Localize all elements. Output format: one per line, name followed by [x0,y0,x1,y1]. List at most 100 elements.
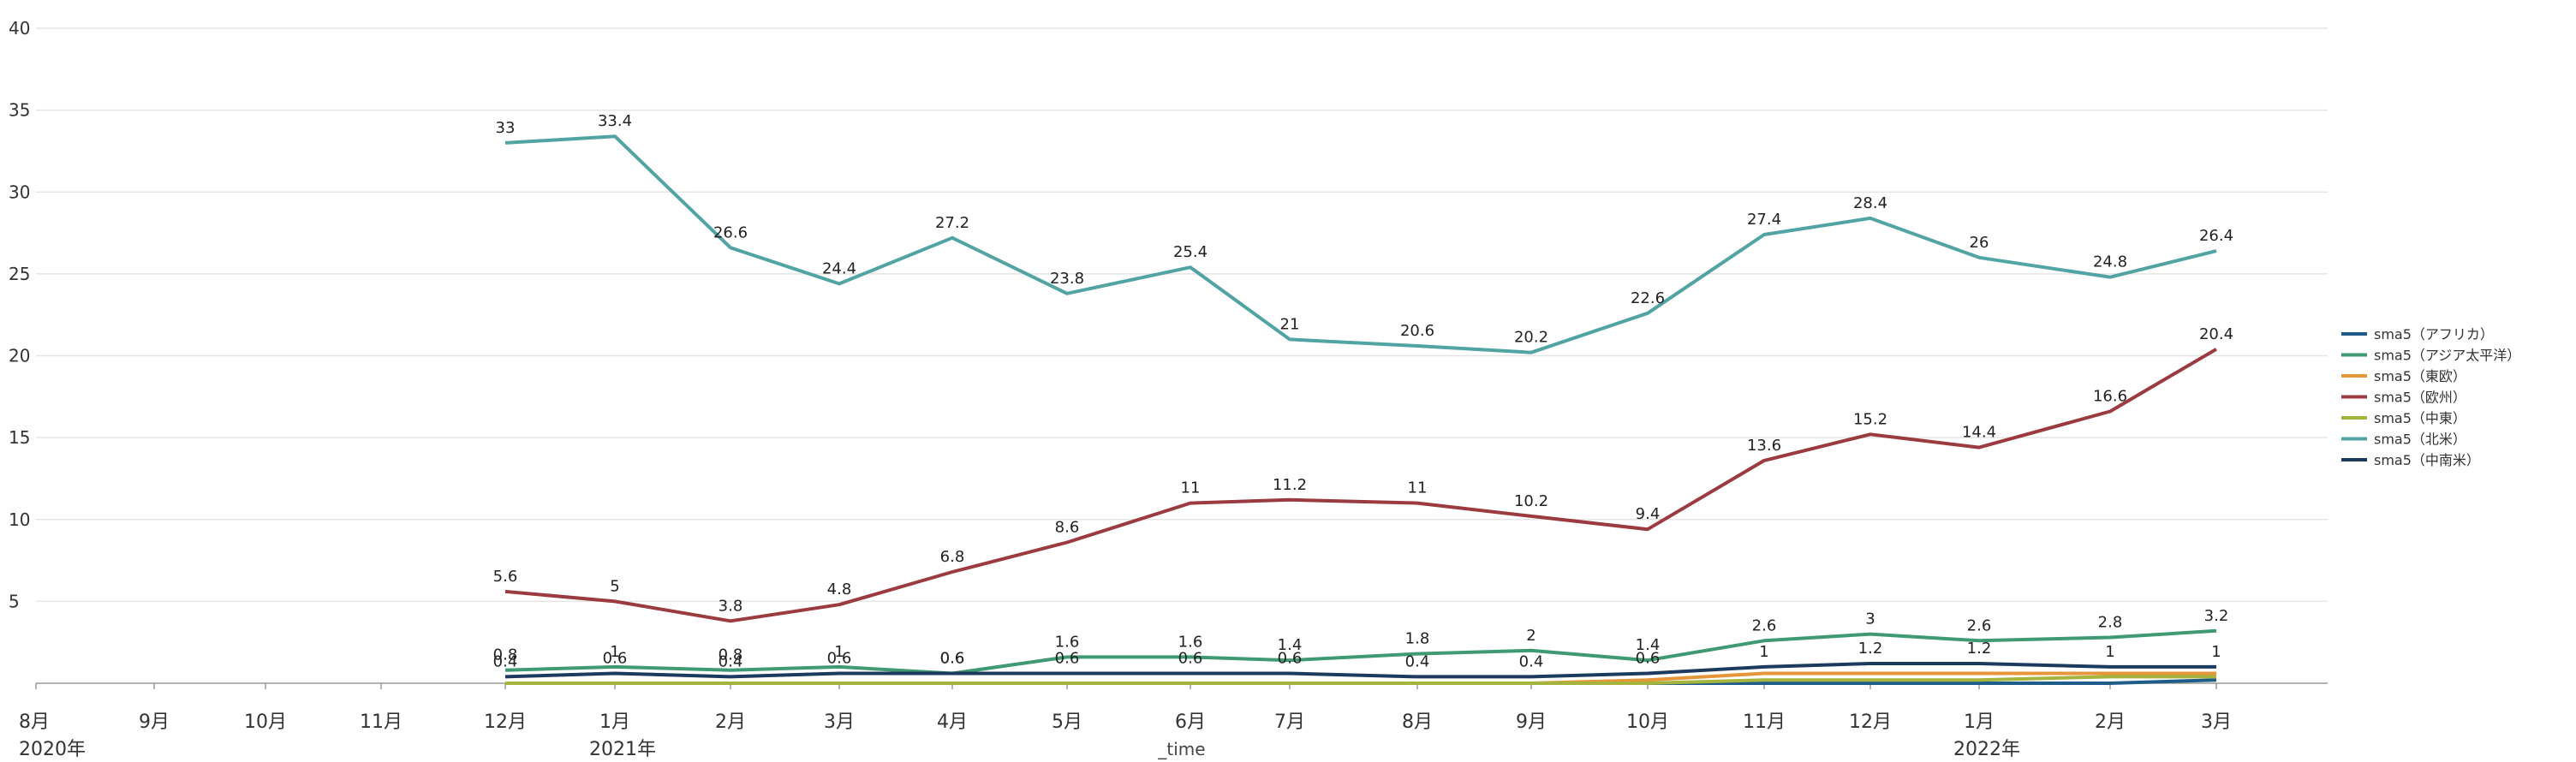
y-tick-label: 5 [9,591,20,611]
data-label: 1 [1759,643,1768,661]
x-tick-label: 5月 [1052,711,1082,733]
data-label: 0.6 [1178,650,1203,668]
data-label: 1.8 [1405,630,1430,648]
y-tick-label: 40 [9,18,30,39]
data-label: 2 [1526,627,1535,645]
series-line [505,675,2216,685]
data-label: 0.4 [1519,652,1544,670]
grid-lines [36,27,2328,603]
data-label: 26.4 [2199,227,2233,245]
data-label: 21 [1280,315,1300,333]
data-label: 26 [1970,234,1989,252]
data-label: 0.6 [1055,650,1080,668]
y-tick-label: 30 [9,182,30,202]
data-label: 1 [610,643,619,661]
y-tick-label: 25 [9,264,30,284]
x-tick-label: 11月 [360,711,402,733]
data-label: 0.6 [827,650,852,668]
x-tick-label: 6月 [1175,711,1206,733]
data-label: 0.8 [493,646,518,664]
legend-item[interactable]: sma5（東欧） [2341,368,2466,384]
data-label: 8.6 [1055,519,1080,537]
data-label: 24.4 [822,259,856,277]
data-label: 20.6 [1400,322,1434,340]
data-label: 6.8 [940,548,965,566]
data-label: 1 [834,643,844,661]
data-label: 1 [2105,643,2114,661]
data-label: 22.6 [1631,289,1665,307]
data-label: 2.6 [1967,616,1992,634]
x-tick-label: 1月 [599,711,630,733]
data-label: 1.6 [1178,633,1203,651]
legend-label: sma5（アフリカ） [2374,326,2494,342]
data-label: 2.8 [2098,613,2123,631]
data-label: 4.8 [827,580,852,598]
x-tick-label: 4月 [937,711,968,733]
data-label: 5.6 [493,568,518,586]
data-label: 0.4 [493,652,518,670]
data-labels: 0.8 1 0.8 1 0.61.6 1.6 1.4 1.8 21.42.6 3 2.6 2.8 3.2… [493,112,2233,670]
data-label: 20.2 [1514,329,1548,347]
legend-label: sma5（欧州） [2374,390,2466,406]
data-label: 23.8 [1050,270,1084,288]
data-label: 0.8 [719,646,743,664]
legend-label: sma5（北米） [2374,432,2466,448]
data-label: 11 [1181,479,1201,497]
data-label: 3 [1865,610,1875,628]
data-label: 11 [1408,479,1428,497]
data-label: 0.4 [719,652,743,670]
x-tick-label: 3月 [2201,711,2232,733]
data-label: 9.4 [1636,505,1661,523]
legend-item[interactable]: sma5（アジア太平洋） [2341,348,2520,364]
x-tick-label: 2月 [2095,711,2126,733]
x-tick-label: 12月 [484,711,527,733]
data-label: 25.4 [1173,243,1208,261]
x-axis: _time 8月 2020年 9月 10月 11月 12月 1月 2021年 2月 3月 4月 5月 6… [19,682,2328,760]
data-label: 15.2 [1853,410,1887,428]
data-label: 16.6 [2093,388,2127,406]
data-label: 0.6 [1636,650,1661,668]
series-line [504,662,2216,679]
data-label: 0.6 [940,650,965,668]
data-label: 1 [2211,643,2221,661]
x-tick-label: 12月 [1849,711,1892,733]
legend-label: sma5（中東） [2374,410,2466,426]
x-tick-label: 1月 [1964,711,1995,733]
x-axis-title: _time [1157,739,1205,759]
data-label: 2.6 [1752,616,1777,634]
x-tick-label: 10月 [244,711,287,733]
data-label: 20.4 [2199,325,2233,343]
legend-item[interactable]: sma5（北米） [2341,432,2466,448]
legend-item[interactable]: sma5（アフリカ） [2341,326,2494,342]
data-label: 0.6 [1278,650,1303,668]
legend-label: sma5（アジア太平洋） [2374,348,2520,364]
legend-item[interactable]: sma5（欧州） [2341,390,2466,406]
y-axis: 5 10 15 20 25 30 35 40 [9,18,30,611]
data-label: 33 [496,119,516,137]
x-tick-label: 8月 [19,711,50,733]
x-year-label: 2021年 [589,739,656,760]
series-line [504,134,2217,354]
data-label: 1.2 [1858,640,1883,658]
data-label: 14.4 [1962,424,1996,442]
data-label: 26.6 [713,223,748,241]
data-label: 1.4 [1278,636,1303,654]
data-label: 33.4 [598,112,632,130]
data-label: 3.8 [719,597,743,615]
data-label: 1.4 [1636,636,1661,654]
legend-item[interactable]: sma5（中南米） [2341,452,2480,468]
data-label: 28.4 [1853,194,1887,212]
legend[interactable]: sma5（アフリカ） sma5（アジア太平洋） sma5（東欧） sma5（欧州） sm… [2341,326,2520,468]
y-tick-label: 20 [9,346,30,366]
x-tick-label: 9月 [1516,711,1547,733]
y-tick-label: 10 [9,509,30,530]
y-tick-label: 15 [9,427,30,448]
x-tick-label: 2月 [715,711,746,733]
legend-item[interactable]: sma5（中東） [2341,410,2466,426]
data-label: 24.8 [2093,253,2127,271]
x-tick-label: 7月 [1274,711,1305,733]
data-label: 0.4 [1405,652,1430,670]
data-label: 13.6 [1747,437,1781,455]
data-label: 11.2 [1273,476,1307,494]
